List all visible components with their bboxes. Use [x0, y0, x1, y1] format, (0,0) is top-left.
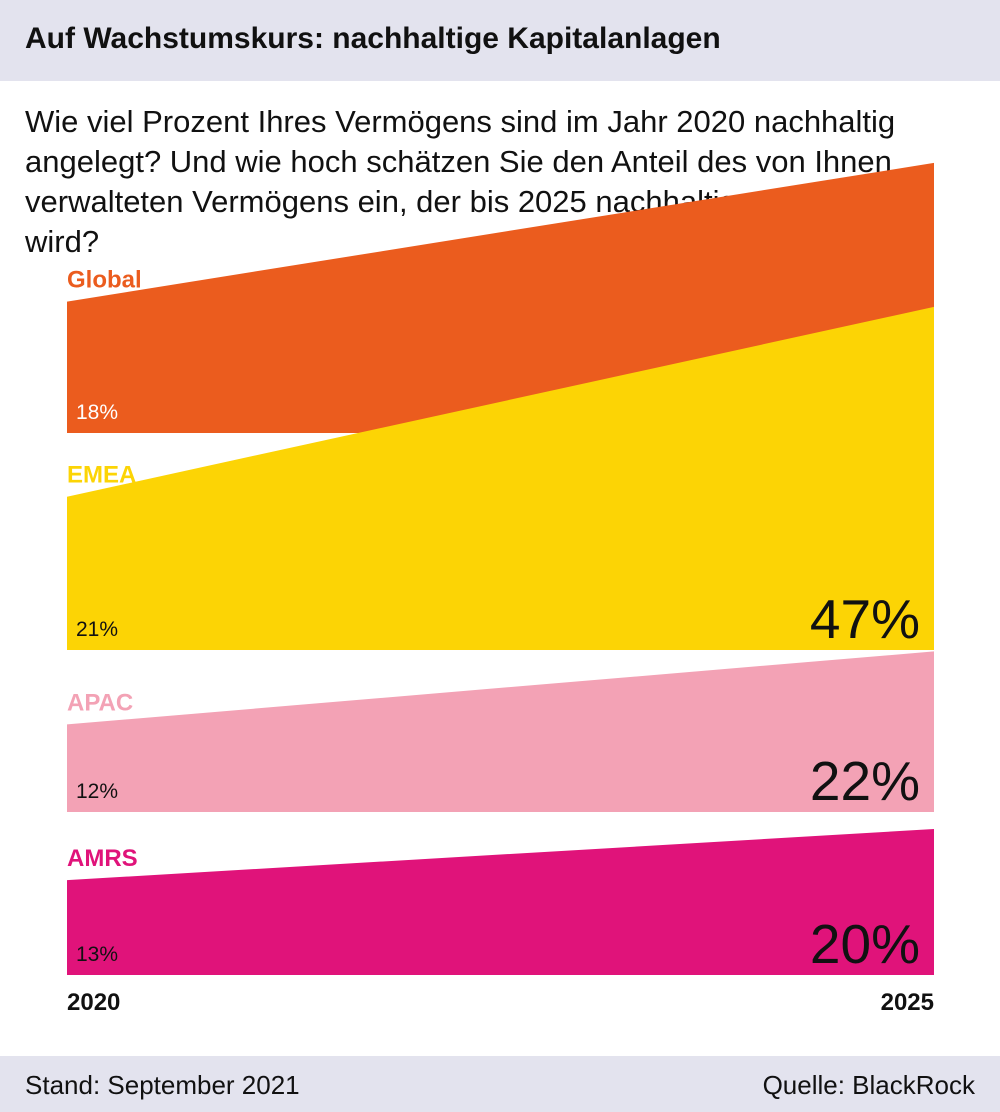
- band-apac: [67, 651, 934, 812]
- series-label-amrs: AMRS: [67, 845, 138, 872]
- series-label-global: Global: [67, 267, 142, 294]
- value-2025-emea: 47%: [810, 588, 920, 650]
- source-note: Quelle: BlackRock: [762, 1070, 975, 1100]
- date-note: Stand: September 2021: [25, 1070, 300, 1100]
- x-axis-label-end: 2025: [881, 989, 934, 1016]
- band-amrs: [67, 829, 934, 975]
- value-2020-global: 18%: [76, 401, 118, 424]
- band-emea: [67, 306, 934, 650]
- question-text: Wie viel Prozent Ihres Vermögens sind im…: [25, 104, 930, 259]
- header-bar: Auf Wachstumskurs: nachhaltige Kapitalan…: [0, 0, 1000, 81]
- value-2020-emea: 21%: [76, 618, 118, 641]
- chart-title: Auf Wachstumskurs: nachhaltige Kapitalan…: [25, 22, 721, 55]
- value-2020-apac: 12%: [76, 780, 118, 803]
- value-2025-amrs: 20%: [810, 913, 920, 975]
- chart: Global18%37%EMEA21%47%APAC12%22%AMRS13%2…: [67, 162, 934, 1016]
- value-2020-amrs: 13%: [76, 943, 118, 966]
- series-label-apac: APAC: [67, 689, 133, 716]
- footer-bar: Stand: September 2021 Quelle: BlackRock: [0, 1056, 1000, 1112]
- x-axis-label-start: 2020: [67, 989, 120, 1016]
- value-2025-apac: 22%: [810, 750, 920, 812]
- series-label-emea: EMEA: [67, 462, 136, 489]
